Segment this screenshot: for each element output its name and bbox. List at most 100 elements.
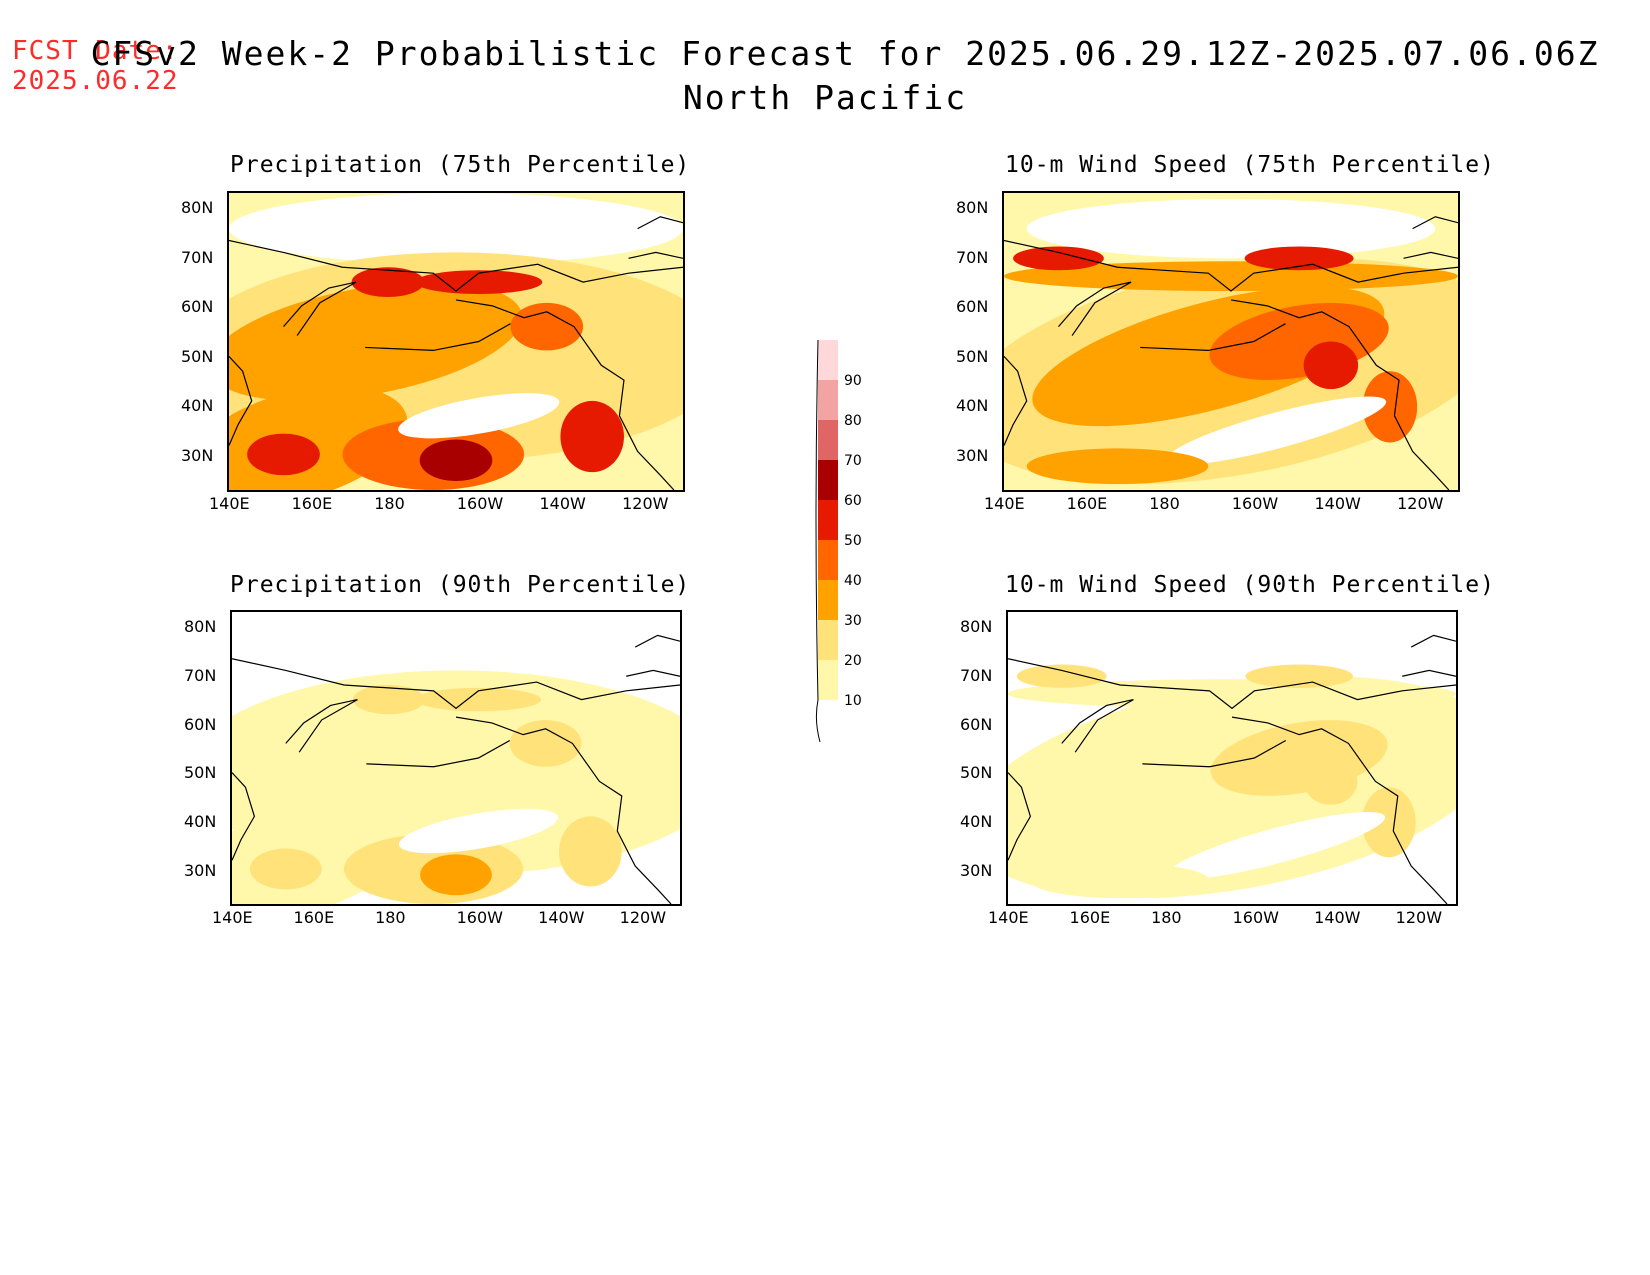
lat-tick-label: 80N — [956, 198, 989, 217]
map-wind90 — [1006, 610, 1458, 906]
panel-title-wind90: 10-m Wind Speed (90th Percentile) — [1005, 572, 1495, 598]
lon-tick-label: 120W — [619, 908, 667, 927]
contour-shade — [1008, 679, 1456, 709]
coastline — [455, 299, 675, 490]
contour-shade — [559, 816, 622, 887]
lat-tick-label: 60N — [960, 714, 993, 734]
lat-tick-label: 70N — [181, 247, 214, 267]
contour-shade — [352, 685, 425, 715]
colorbar: 10 20 30 40 50 60 70 80 90 — [812, 330, 892, 750]
contour-shade — [420, 854, 492, 896]
map-svg — [1004, 193, 1458, 490]
colorbar-swatch — [818, 460, 838, 500]
white-band — [1168, 812, 1386, 880]
colorbar-label: 80 — [844, 413, 862, 429]
map-wind75 — [1002, 191, 1460, 492]
lon-tick-label: 140W — [1314, 494, 1361, 513]
contour-shade — [1030, 863, 1210, 899]
colorbar-label: 40 — [844, 573, 862, 589]
coastline — [455, 716, 672, 904]
lon-tick-label: 160E — [291, 494, 333, 513]
coastline — [232, 772, 256, 861]
coastline — [1230, 299, 1450, 490]
colorbar-label: 50 — [844, 533, 862, 549]
map-svg — [232, 612, 680, 904]
lon-tick-label: 160W — [456, 494, 504, 513]
lon-tick-label: 120W — [1397, 494, 1444, 513]
white-band — [1166, 396, 1387, 465]
contour-shade — [247, 433, 320, 476]
lat-tick-label: 70N — [184, 665, 217, 685]
lon-tick-label: 140E — [209, 494, 250, 513]
lat-tick-label: 60N — [181, 297, 214, 317]
lon-tick-label: 120W — [622, 494, 669, 513]
fcst-date-label: FCST Date: — [12, 36, 179, 66]
lat-tick-label: 40N — [181, 396, 214, 416]
lon-tick-label: 180 — [374, 494, 405, 513]
lat-tick-label: 80N — [184, 617, 217, 636]
lon-tick-label: 160E — [293, 908, 335, 927]
coastline — [626, 634, 680, 677]
colorbar-label: 90 — [844, 373, 862, 389]
lat-tick-label: 30N — [956, 445, 989, 465]
lat-tick-label: 50N — [956, 346, 989, 366]
contour-shade — [351, 267, 425, 297]
white-band — [1026, 198, 1436, 259]
white-band — [398, 393, 560, 439]
lon-tick-label: 140E — [988, 908, 1029, 927]
coastline — [1004, 355, 1028, 446]
coastline — [1004, 239, 1458, 292]
lat-tick-label: 40N — [184, 812, 217, 832]
panel-title-precip90: Precipitation (90th Percentile) — [230, 572, 691, 598]
coastline — [1061, 699, 1134, 753]
lat-tick-label: 50N — [181, 346, 214, 366]
coastline — [1140, 323, 1286, 352]
lat-tick-label: 40N — [960, 812, 993, 832]
coastline — [1058, 281, 1132, 336]
contour-shade — [232, 699, 522, 817]
lon-tick-label: 160W — [1232, 908, 1279, 927]
contour-shade — [1016, 664, 1107, 688]
lat-tick-label: 80N — [960, 617, 993, 636]
lat-tick-label: 60N — [184, 714, 217, 734]
lat-tick-label: 40N — [956, 396, 989, 416]
contour-shade — [415, 270, 543, 294]
lon-tick-label: 160W — [1231, 494, 1279, 513]
lat-tick-label: 50N — [184, 763, 217, 783]
panel-title-wind75: 10-m Wind Speed (75th Percentile) — [1005, 152, 1495, 178]
contour-shade — [1004, 261, 1458, 292]
coastline — [628, 216, 683, 259]
lat-tick-label: 70N — [960, 665, 993, 685]
contour-shade — [1013, 246, 1104, 271]
fcst-date-value: 2025.06.22 — [12, 66, 179, 96]
coastline — [1402, 634, 1456, 677]
lat-tick-label: 30N — [960, 860, 993, 880]
map-svg — [229, 193, 683, 490]
contour-shade — [560, 400, 624, 473]
colorbar-label: 60 — [844, 493, 862, 509]
coastline — [229, 239, 683, 292]
lat-tick-label: 30N — [184, 860, 217, 880]
lon-tick-label: 140W — [1314, 908, 1361, 927]
contour-shade — [1362, 371, 1418, 443]
contour-shade — [1245, 664, 1353, 688]
region-subtitle: North Pacific — [682, 78, 968, 117]
lon-tick-label: 140W — [538, 908, 585, 927]
lon-tick-label: 140W — [539, 494, 586, 513]
coastline — [365, 323, 511, 352]
lat-tick-label: 70N — [956, 247, 989, 267]
panel-title-precip75: Precipitation (75th Percentile) — [230, 152, 691, 178]
lon-tick-label: 180 — [1151, 908, 1182, 927]
figure-title: CFSv2 Week-2 Probabilistic Forecast for … — [90, 34, 1600, 73]
coastline — [1142, 739, 1287, 768]
colorbar-swatch — [818, 580, 838, 620]
colorbar-swatch — [818, 660, 838, 700]
lon-tick-label: 160E — [1069, 908, 1111, 927]
colorbar-swatch — [818, 620, 838, 660]
colorbar-label: 70 — [844, 453, 862, 469]
lon-tick-label: 140E — [984, 494, 1025, 513]
white-band — [232, 612, 680, 683]
colorbar-swatch — [818, 380, 838, 420]
colorbar-swatch — [818, 500, 838, 540]
colorbar-svg: 10 20 30 40 50 60 70 80 90 — [815, 339, 862, 743]
